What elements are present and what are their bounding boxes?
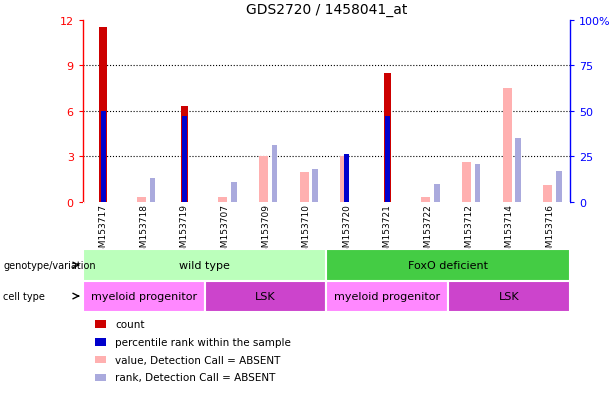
Bar (474, 164, 481, 202)
Text: GSM153720: GSM153720 (342, 204, 351, 259)
Text: rank, Detection Call = ABSENT: rank, Detection Call = ABSENT (115, 373, 276, 382)
Text: GSM153721: GSM153721 (383, 204, 392, 259)
Text: GSM153709: GSM153709 (261, 204, 270, 259)
Text: FoxO deficient: FoxO deficient (408, 260, 489, 271)
Bar (150, 179, 156, 202)
Bar (205, 281, 327, 312)
Bar (327, 281, 448, 312)
Text: GSM153710: GSM153710 (302, 204, 311, 259)
Bar (181, 117, 187, 202)
Bar (137, 197, 146, 202)
Bar (300, 172, 308, 202)
Bar (312, 170, 318, 202)
Text: GSM153722: GSM153722 (424, 204, 432, 259)
Bar (340, 157, 349, 202)
Text: myeloid progenitor: myeloid progenitor (334, 291, 440, 301)
Bar (272, 146, 277, 202)
Text: GSM153716: GSM153716 (546, 204, 554, 259)
Bar (327, 250, 570, 281)
Bar (83, 281, 205, 312)
Text: count: count (115, 319, 145, 329)
Bar (422, 198, 430, 202)
Text: GSM153714: GSM153714 (504, 204, 514, 259)
Bar (384, 74, 391, 202)
Bar (344, 155, 349, 202)
Bar (83, 250, 327, 281)
Text: wild type: wild type (179, 260, 230, 271)
Bar (385, 117, 390, 202)
Text: cell type: cell type (3, 291, 45, 301)
Bar (434, 184, 440, 202)
Bar (543, 186, 552, 202)
Text: GSM153707: GSM153707 (221, 204, 229, 259)
Bar (462, 163, 471, 202)
Bar (231, 183, 237, 202)
Text: GSM153717: GSM153717 (99, 204, 107, 259)
Bar (503, 89, 512, 202)
Text: myeloid progenitor: myeloid progenitor (91, 291, 197, 301)
Title: GDS2720 / 1458041_at: GDS2720 / 1458041_at (246, 3, 407, 17)
Bar (99, 28, 107, 202)
Text: GSM153719: GSM153719 (180, 204, 189, 259)
Bar (101, 112, 105, 202)
Text: LSK: LSK (255, 291, 276, 301)
Bar (516, 139, 521, 202)
Text: GSM153712: GSM153712 (464, 204, 473, 259)
Text: genotype/variation: genotype/variation (3, 260, 96, 271)
Bar (218, 197, 227, 202)
Text: GSM153718: GSM153718 (139, 204, 148, 259)
Bar (448, 281, 570, 312)
Text: LSK: LSK (499, 291, 519, 301)
Bar (259, 157, 268, 202)
Bar (556, 171, 562, 202)
Text: value, Detection Call = ABSENT: value, Detection Call = ABSENT (115, 355, 281, 365)
Text: percentile rank within the sample: percentile rank within the sample (115, 337, 291, 347)
Bar (181, 107, 188, 202)
